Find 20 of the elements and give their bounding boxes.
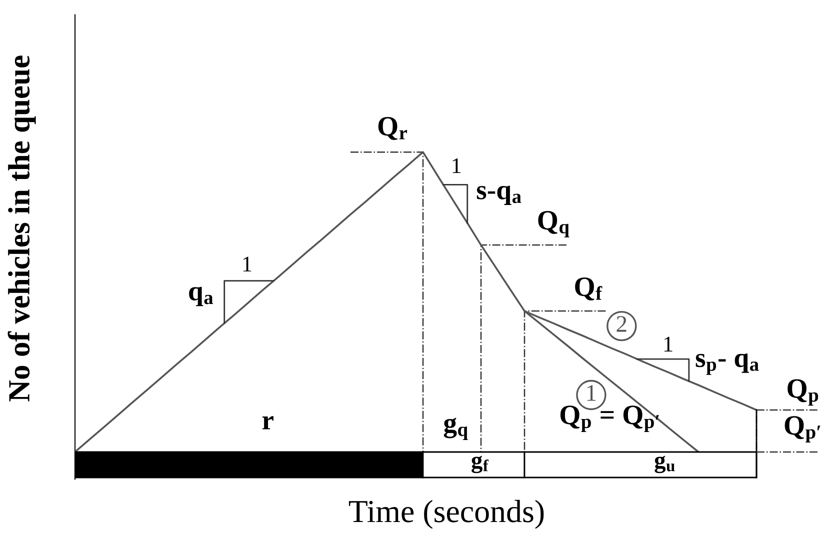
annotation: g$_{q}$: [444, 418, 468, 440]
annotation: 1: [452, 158, 461, 174]
text: Q$_{p′}$: [784, 416, 820, 443]
series-label: 1: [587, 385, 596, 401]
annotation: q$_{a}$: [189, 286, 214, 306]
annotation: 1: [243, 256, 252, 272]
ref-line-label: Q$_{q}$: [538, 211, 570, 238]
ref-line-label: Q$_{f}$: [575, 278, 602, 300]
x-axis-title: Time (seconds): [348, 500, 544, 529]
annotation: 1: [664, 336, 672, 352]
text: g$_{u}$: [654, 456, 675, 474]
annotation: Q$_{p}$ = Q$_{p′}$: [560, 406, 659, 432]
annotation: s-q$_{a}$: [476, 186, 522, 206]
text: g$_{f}$: [472, 456, 489, 474]
ref-line-label: Q$_{r}$: [378, 117, 408, 140]
annotation: s$_{p}$- q$_{a}$: [696, 354, 759, 375]
series-label: 2: [616, 316, 626, 332]
annotation: r: [262, 416, 274, 430]
y-axis-title: No of vehicles in the queue: [8, 56, 36, 402]
ref-line-label: Q$_{p}$: [788, 379, 818, 406]
